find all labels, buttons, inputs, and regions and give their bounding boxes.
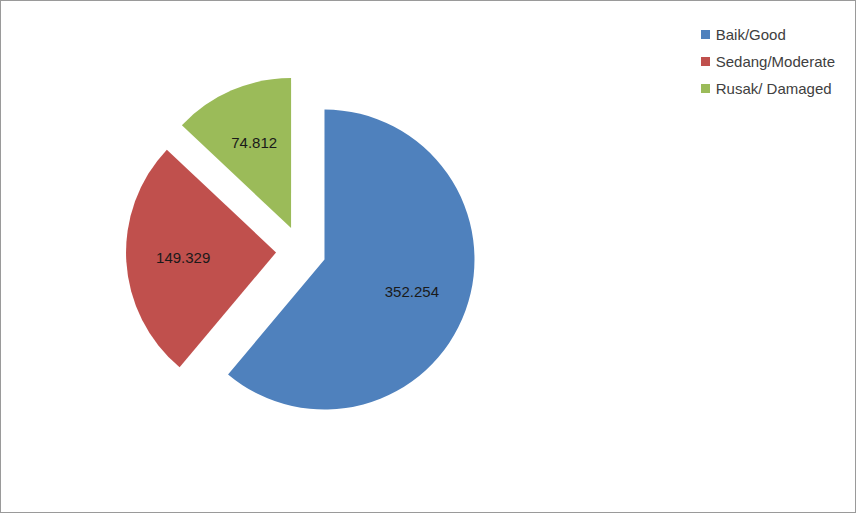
svg-text:149.329: 149.329 — [156, 249, 210, 266]
html-text:Sedang/Moderate: Sedang/Moderate — [715, 53, 835, 70]
svg-text:352.254: 352.254 — [385, 283, 439, 300]
svg-text:74.812: 74.812 — [231, 134, 277, 151]
html-text:Baik/Good: Baik/Good — [715, 26, 786, 43]
html-text:Rusak/ Damaged: Rusak/ Damaged — [715, 80, 832, 97]
